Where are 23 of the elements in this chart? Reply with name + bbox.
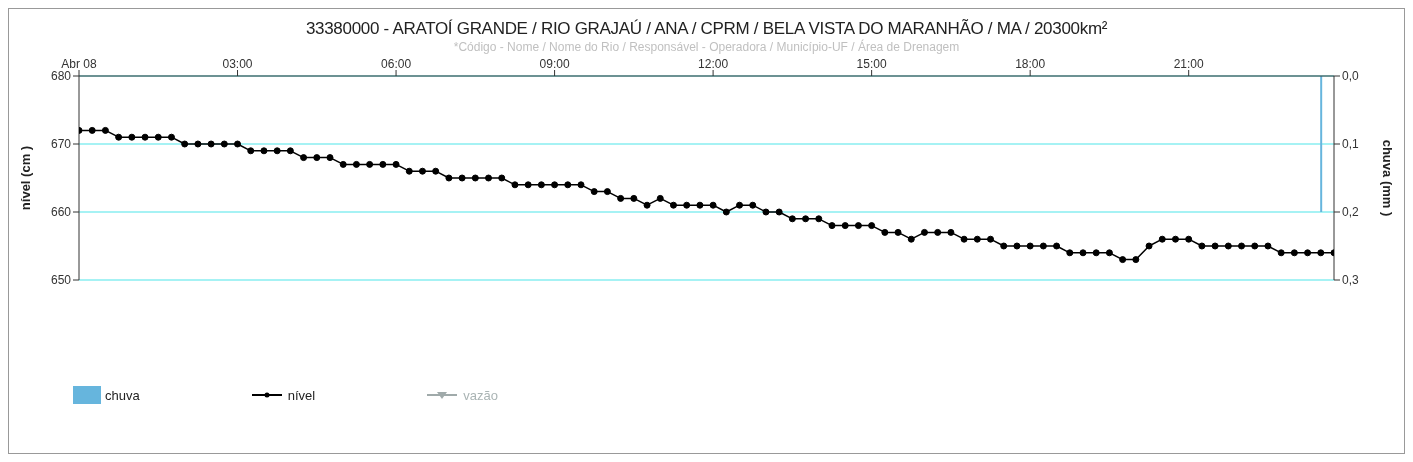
x-tick-label: 12:00 [698, 57, 729, 71]
y-tick-label: 650 [50, 273, 72, 288]
legend-label: vazão [463, 387, 498, 403]
x-tick-label: 09:00 [539, 57, 570, 71]
chart-title: 33380000 - ARATOÍ GRANDE / RIO GRAJAÚ / ANA / CPRM / BELA VISTA DO MARANHÃO / MA / 20300km² [304, 19, 1109, 39]
legend-label: chuva [105, 387, 140, 403]
y2-tick-label: 0,3 [1342, 273, 1360, 288]
x-tick-label: 18:00 [1015, 57, 1046, 71]
y-tick-label: 660 [50, 205, 72, 220]
y-axis-title: nível (cm ) [17, 145, 33, 211]
x-tick-label: 03:00 [222, 57, 253, 71]
y-tick-label: 670 [50, 137, 72, 152]
x-tick-label: 15:00 [856, 57, 887, 71]
x-tick-label: 06:00 [381, 57, 412, 71]
y2-tick-label: 0,2 [1342, 205, 1360, 220]
y2-axis-title: chuva (mm ) [1380, 139, 1396, 217]
x-tick-label: 21:00 [1173, 57, 1205, 71]
x-tick-label: Abr 08 [61, 57, 97, 71]
chart-subtitle: *Código - Nome / Nome do Rio / Responsável - Operadora / Município-UF / Área de Drenagem [452, 40, 961, 54]
y2-tick-label: 0,1 [1342, 137, 1360, 152]
legend-label: nível [287, 387, 316, 403]
y-tick-label: 680 [50, 69, 72, 84]
y2-tick-label: 0,0 [1342, 69, 1360, 84]
